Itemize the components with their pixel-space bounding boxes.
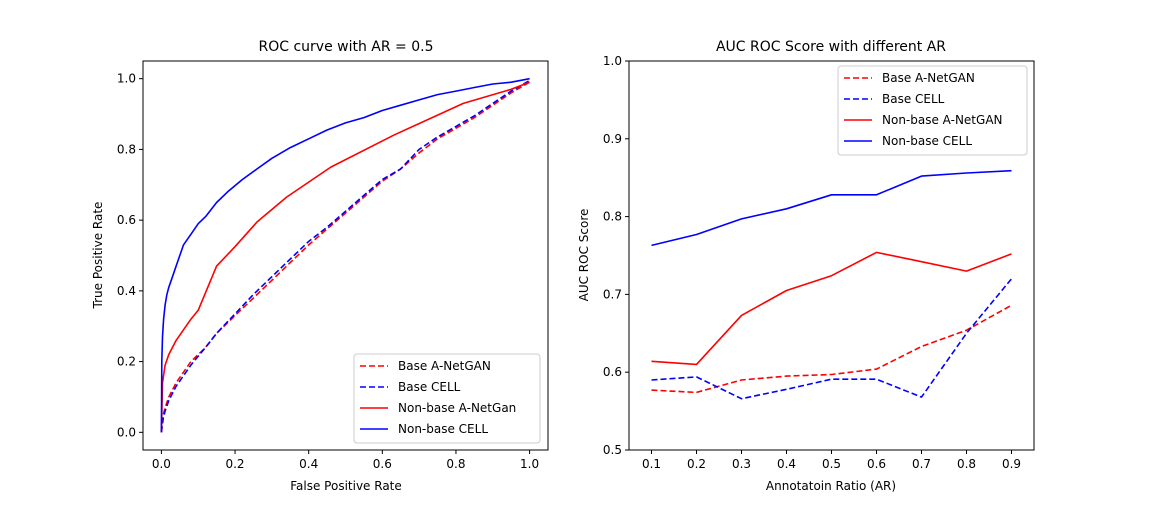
roc-y-tick-label: 0.2 <box>117 355 136 369</box>
roc-x-axis-label: False Positive Rate <box>290 479 402 493</box>
auc-x-tick-label: 0.4 <box>777 457 796 471</box>
roc-y-tick-label: 1.0 <box>117 72 136 86</box>
roc-x-tick-label: 0.8 <box>446 457 465 471</box>
roc-x-tick-label: 0.6 <box>373 457 392 471</box>
auc-x-tick-label: 0.6 <box>867 457 886 471</box>
roc-legend-label-base-cell: Base CELL <box>398 380 461 394</box>
auc-x-tick-label: 0.1 <box>642 457 661 471</box>
roc-y-tick-label: 0.0 <box>117 425 136 439</box>
auc-legend-label-non-base-cell: Non-base CELL <box>882 134 972 148</box>
auc-y-tick-label: 0.6 <box>603 365 622 379</box>
roc-y-ticks: 0.0 0.2 0.4 0.6 0.8 1.0 <box>117 72 143 439</box>
auc-series-non-base-a-netgan <box>651 251 1012 366</box>
auc-x-tick-label: 0.2 <box>687 457 706 471</box>
roc-curve-panel: ROC curve with AR = 0.5 0.0 0.2 0.4 0.6 0.8 1… <box>91 39 549 493</box>
roc-axes-frame <box>142 60 549 451</box>
roc-legend: Base A-NetGAN Base CELL Non-base A-NetGan N… <box>353 353 541 444</box>
auc-x-tick-label: 0.7 <box>912 457 931 471</box>
auc-y-tick-label: 0.8 <box>603 210 622 224</box>
auc-legend-label-non-base-a-netgan: Non-base A-NetGAN <box>882 113 1003 127</box>
roc-legend-label-non-base-a-netgan: Non-base A-NetGan <box>398 401 516 415</box>
roc-x-tick-label: 0.4 <box>299 457 318 471</box>
roc-y-tick-label: 0.4 <box>117 284 136 298</box>
roc-chart-title: ROC curve with AR = 0.5 <box>259 39 434 55</box>
roc-x-ticks: 0.0 0.2 0.4 0.6 0.8 1.0 <box>152 450 539 471</box>
roc-legend-frame <box>353 353 541 444</box>
auc-series-base-a-netgan <box>651 304 1012 394</box>
auc-x-tick-label: 0.9 <box>1002 457 1021 471</box>
roc-legend-label-base-a-netgan: Base A-NetGAN <box>398 359 491 373</box>
auc-legend-label-base-cell: Base CELL <box>882 92 945 106</box>
roc-y-tick-label: 0.8 <box>117 142 136 156</box>
roc-series-base-a-netgan <box>160 81 530 433</box>
roc-y-axis-label: True Positive Rate <box>91 202 105 310</box>
roc-x-tick-label: 0.0 <box>152 457 171 471</box>
auc-x-axis-label: Annotatoin Ratio (AR) <box>766 479 896 493</box>
auc-series-non-base-cell <box>651 169 1012 247</box>
roc-series-lines <box>160 77 530 433</box>
roc-x-tick-label: 1.0 <box>520 457 539 471</box>
auc-legend: Base A-NetGAN Base CELL Non-base A-NetGAN N… <box>837 65 1028 156</box>
auc-y-tick-label: 0.7 <box>603 287 622 301</box>
roc-y-tick-label: 0.6 <box>117 213 136 227</box>
roc-series-non-base-a-netgan <box>160 81 530 433</box>
auc-score-panel: AUC ROC Score with different AR 0.1 0.2 0.… <box>577 39 1035 493</box>
auc-legend-label-base-a-netgan: Base A-NetGAN <box>882 71 975 85</box>
auc-series-lines <box>651 169 1013 400</box>
auc-y-axis-label: AUC ROC Score <box>577 209 591 302</box>
roc-series-non-base-cell <box>160 77 530 433</box>
roc-legend-label-non-base-cell: Non-base CELL <box>398 422 488 436</box>
auc-legend-frame <box>837 65 1028 156</box>
roc-series-base-cell <box>160 79 530 433</box>
auc-y-tick-label: 0.9 <box>603 132 622 146</box>
auc-x-tick-label: 0.5 <box>822 457 841 471</box>
roc-x-tick-label: 0.2 <box>225 457 244 471</box>
auc-y-ticks: 0.5 0.6 0.7 0.8 0.9 1.0 <box>603 54 629 457</box>
auc-y-tick-label: 1.0 <box>603 54 622 68</box>
auc-x-ticks: 0.1 0.2 0.3 0.4 0.5 0.6 0.7 0.8 0.9 <box>642 450 1021 471</box>
auc-x-tick-label: 0.8 <box>957 457 976 471</box>
auc-chart-title: AUC ROC Score with different AR <box>716 39 946 55</box>
auc-x-tick-label: 0.3 <box>732 457 751 471</box>
auc-y-tick-label: 0.5 <box>603 443 622 457</box>
